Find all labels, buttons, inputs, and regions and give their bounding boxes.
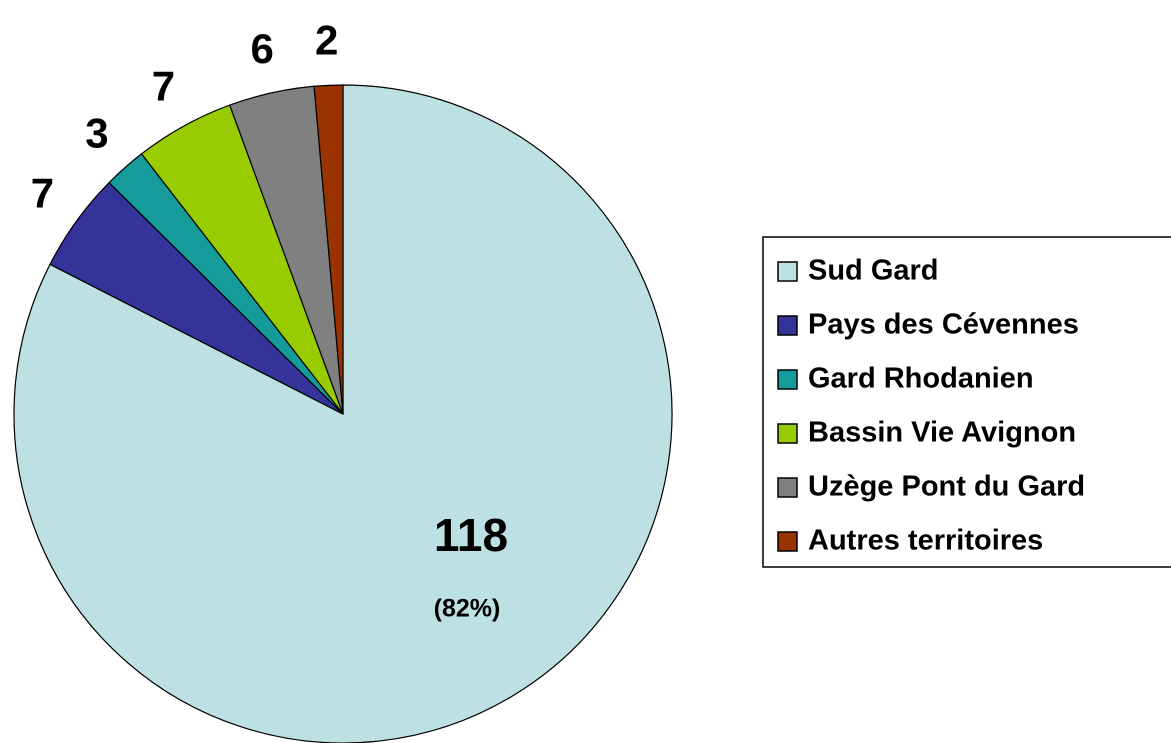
data-label: 3 <box>85 109 108 156</box>
data-label: 118 <box>434 509 508 561</box>
data-label: 7 <box>152 62 175 109</box>
annotation: (82%) <box>434 595 501 623</box>
legend-swatch <box>777 261 798 282</box>
legend-label: Sud Gard <box>808 255 939 287</box>
legend-box <box>762 236 1171 568</box>
legend-label: Autres territoires <box>808 525 1043 557</box>
pie-slice <box>313 84 344 415</box>
data-label: 2 <box>315 16 338 63</box>
legend-label: Gard Rhodanien <box>808 363 1034 395</box>
legend-label: Pays des Cévennes <box>808 309 1079 341</box>
legend-swatch <box>777 315 798 336</box>
legend-swatch <box>777 477 798 498</box>
legend-label: Bassin Vie Avignon <box>808 417 1076 449</box>
data-label: 6 <box>250 25 273 72</box>
legend-label: Uzège Pont du Gard <box>808 471 1085 503</box>
legend-swatch <box>777 423 798 444</box>
data-label: 7 <box>31 170 54 217</box>
legend-swatch <box>777 531 798 552</box>
legend-swatch <box>777 369 798 390</box>
